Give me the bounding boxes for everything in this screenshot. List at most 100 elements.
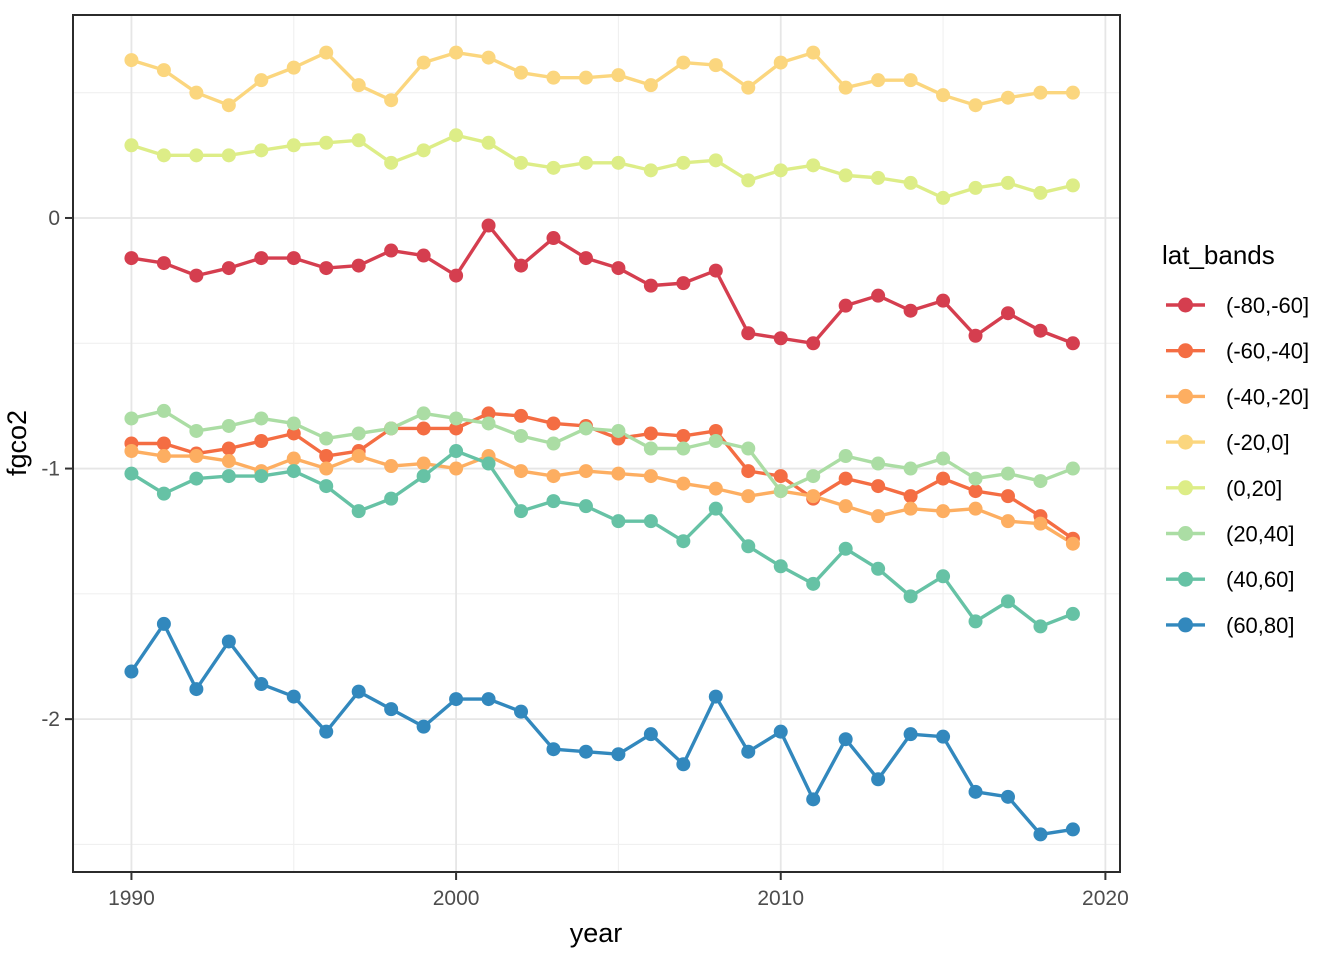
data-point-40-20-2005: [611, 466, 626, 481]
data-point-40-20-2019: [1065, 536, 1080, 551]
data-point-60-80-2005: [611, 747, 626, 762]
data-point-40-60-2003: [546, 494, 561, 509]
data-point-80-60-2017: [1000, 306, 1015, 321]
data-point-0-20-2001: [481, 135, 496, 150]
data-point-40-60-1997: [351, 504, 366, 519]
data-point-20-40-1991: [156, 403, 171, 418]
data-point-20-0-2019: [1065, 85, 1080, 100]
data-point-40-20-2009: [741, 489, 756, 504]
legend-entry-40-60: (40,60]: [1166, 567, 1295, 592]
axis-tick-labels: 1990 2000 2010 2020 0 -1 -2: [41, 207, 1128, 910]
data-point-40-20-2007: [676, 476, 691, 491]
legend-key-point-60-40: [1178, 343, 1193, 359]
data-point-40-20-2012: [838, 499, 853, 514]
data-point-60-80-2008: [708, 689, 723, 704]
data-point-20-0-2001: [481, 50, 496, 65]
data-point-60-80-2013: [871, 772, 886, 787]
data-point-20-40-2001: [481, 416, 496, 431]
panel-border: [72, 14, 1121, 873]
axis-tick-marks: [65, 216, 1107, 880]
data-point-0-20-1995: [286, 138, 301, 153]
data-point-20-40-2013: [871, 456, 886, 471]
data-point-20-40-1993: [221, 418, 236, 433]
data-point-0-20-1990: [124, 138, 139, 153]
data-point-80-60-1995: [286, 251, 301, 266]
data-point-80-60-2000: [449, 268, 464, 283]
data-point-80-60-2005: [611, 261, 626, 276]
data-point-60-80-2000: [449, 692, 464, 707]
data-point-60-80-1990: [124, 664, 139, 679]
data-point-60-80-1995: [286, 689, 301, 704]
data-point-60-80-2011: [806, 792, 821, 807]
legend-key-point-60-80: [1178, 617, 1193, 633]
data-point-20-40-2003: [546, 436, 561, 451]
data-point-0-20-2014: [903, 175, 918, 190]
data-point-20-0-2015: [936, 88, 951, 103]
data-point-60-80-2003: [546, 742, 561, 757]
legend-entry-0-20: (0,20]: [1166, 476, 1282, 501]
data-point-40-60-2000: [449, 444, 464, 459]
data-point-20-0-2014: [903, 73, 918, 88]
data-point-20-0-2006: [643, 78, 658, 93]
x-tick-label-2010: 2010: [757, 887, 804, 910]
data-point-20-40-1996: [319, 431, 334, 446]
data-point-40-60-1996: [319, 479, 334, 494]
legend-entry-60-80: (60,80]: [1166, 613, 1295, 638]
data-point-60-80-2018: [1033, 827, 1048, 842]
data-point-60-80-1993: [221, 634, 236, 649]
legend-entry-40-20: (-40,-20]: [1166, 384, 1309, 409]
data-point-40-20-2013: [871, 509, 886, 524]
data-point-60-40-2003: [546, 416, 561, 431]
legend-entry-20-40: (20,40]: [1166, 522, 1295, 547]
data-point-20-0-2012: [838, 80, 853, 95]
data-point-80-60-1994: [254, 251, 269, 266]
data-point-40-20-2003: [546, 469, 561, 484]
legend-key-point-80-60: [1178, 297, 1193, 313]
data-point-20-0-2009: [741, 80, 756, 95]
data-point-80-60-2008: [708, 263, 723, 278]
data-point-40-60-2005: [611, 514, 626, 529]
data-point-40-20-2011: [806, 489, 821, 504]
data-point-80-60-2012: [838, 298, 853, 313]
data-point-60-40-2001: [481, 406, 496, 421]
data-point-60-80-2009: [741, 744, 756, 759]
data-point-20-0-1992: [189, 85, 204, 100]
data-point-60-80-2001: [481, 692, 496, 707]
legend-key-point-40-60: [1178, 571, 1193, 587]
data-point-40-60-2004: [578, 499, 593, 514]
data-point-20-0-2010: [773, 55, 788, 70]
legend-label-40-60: (40,60]: [1226, 567, 1295, 592]
data-point-20-40-2011: [806, 469, 821, 484]
data-point-60-80-2010: [773, 724, 788, 739]
series-points-20-0: [124, 45, 1080, 113]
data-point-60-80-1997: [351, 684, 366, 699]
data-point-80-60-2010: [773, 331, 788, 346]
data-point-20-0-1998: [384, 93, 399, 108]
data-point-0-20-2010: [773, 163, 788, 178]
data-point-0-20-2019: [1065, 178, 1080, 193]
series-points-80-60: [124, 218, 1080, 351]
data-point-60-80-2015: [936, 729, 951, 744]
data-point-40-20-2006: [643, 469, 658, 484]
data-point-60-40-2009: [741, 464, 756, 479]
data-point-0-20-2005: [611, 155, 626, 170]
x-tick-label-2020: 2020: [1082, 887, 1129, 910]
data-point-0-20-2007: [676, 155, 691, 170]
data-point-20-40-1990: [124, 411, 139, 426]
data-point-0-20-2009: [741, 173, 756, 188]
data-point-40-20-1999: [416, 456, 431, 471]
data-point-20-0-1999: [416, 55, 431, 70]
data-point-80-60-1992: [189, 268, 204, 283]
data-point-20-0-1994: [254, 73, 269, 88]
data-point-0-20-2013: [871, 170, 886, 185]
data-point-40-20-2017: [1000, 514, 1015, 529]
legend-title: lat_bands: [1162, 240, 1275, 270]
data-point-40-60-2017: [1000, 594, 1015, 609]
data-point-60-40-2007: [676, 428, 691, 443]
data-point-40-60-2012: [838, 541, 853, 556]
data-point-0-20-2018: [1033, 185, 1048, 200]
y-tick-label--2: -2: [41, 708, 60, 731]
data-point-20-40-2007: [676, 441, 691, 456]
data-point-0-20-1994: [254, 143, 269, 158]
data-point-80-60-2011: [806, 336, 821, 351]
